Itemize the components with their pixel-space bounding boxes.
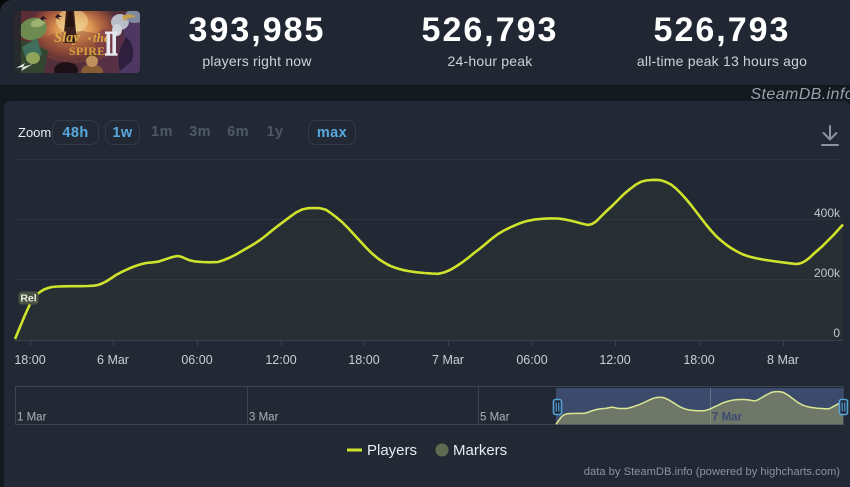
svg-text:8 Mar: 8 Mar [767,353,799,367]
svg-text:200k: 200k [814,266,841,280]
svg-text:SPIRE: SPIRE [69,44,105,58]
svg-text:Slay: Slay [54,30,80,46]
svg-text:5 Mar: 5 Mar [480,412,510,424]
svg-text:12:00: 12:00 [265,353,296,367]
svg-text:Rel: Rel [20,293,36,305]
svg-text:06:00: 06:00 [516,353,547,367]
svg-text:0: 0 [833,326,840,340]
svg-text:18:00: 18:00 [348,353,379,367]
svg-text:18:00: 18:00 [683,353,714,367]
svg-text:06:00: 06:00 [181,353,212,367]
svg-text:18:00: 18:00 [14,353,45,367]
svg-text:12:00: 12:00 [599,353,630,367]
svg-text:7 Mar: 7 Mar [712,412,743,424]
svg-text:1 Mar: 1 Mar [17,412,47,424]
svg-text:6 Mar: 6 Mar [97,353,129,367]
svg-text:7 Mar: 7 Mar [432,353,464,367]
svg-text:Players: Players [367,442,417,459]
svg-text:400k: 400k [814,206,841,220]
svg-text:3 Mar: 3 Mar [249,412,279,424]
svg-text:data by SteamDB.info (powered: data by SteamDB.info (powered by highcha… [584,466,840,478]
svg-text:Markers: Markers [453,442,507,459]
